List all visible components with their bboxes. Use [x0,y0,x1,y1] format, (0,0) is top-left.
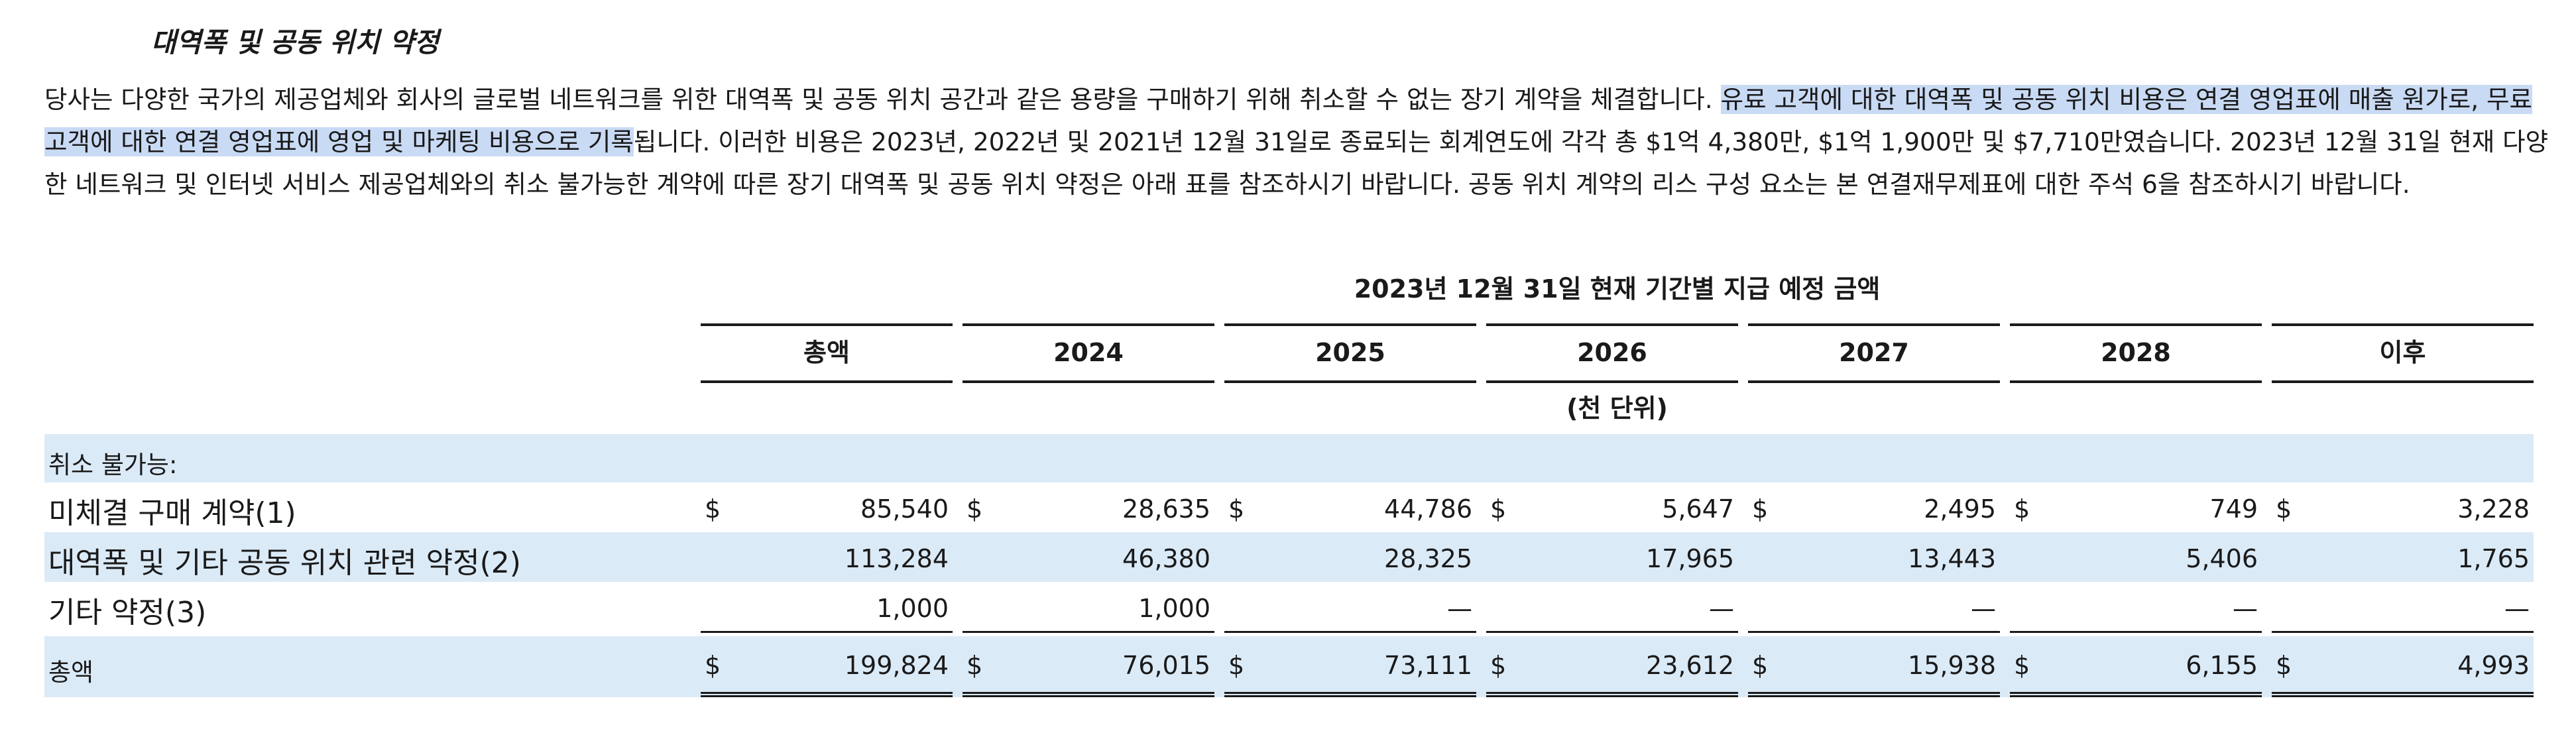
cell-value: — [1709,594,1734,623]
table-cell: — [1486,582,1738,633]
cell-value: 28,635 [1122,494,1210,524]
cell-value: 5,406 [2186,544,2258,573]
table-cell: 28,325 [1224,532,1476,582]
col-header-2027: 2027 [1748,323,2000,383]
currency-symbol: $ [1228,494,1245,524]
currency-symbol: $ [2276,494,2292,524]
table-cell: — [2272,582,2534,633]
unit-note: (천 단위) [1566,394,1668,423]
cell-value: — [2233,594,2258,623]
total-row: 총액 $199,824 $76,015 $73,111 $23,612 $15,… [44,636,2534,697]
col-header-2025: 2025 [1224,323,1476,383]
section-title: 대역폭 및 공동 위치 약정 [151,27,439,58]
table-cell: 113,284 [701,532,953,582]
col-header-2028: 2028 [2010,323,2262,383]
cell-value: 6,155 [2186,651,2258,680]
cell-value: — [2504,594,2530,623]
col-header-2024: 2024 [963,323,1214,383]
table-cell: $76,015 [963,636,1214,697]
table-cell: $73,111 [1224,636,1476,697]
cell-value: 17,965 [1646,544,1734,573]
section-label: 취소 불가능: [48,451,178,479]
section-row: 취소 불가능: [44,434,2534,482]
cell-value: 76,015 [1122,651,1210,680]
cell-value: 44,786 [1384,494,1472,524]
col-header-total: 총액 [701,323,953,383]
table-cell: $749 [2010,482,2262,532]
table-cell: 17,965 [1486,532,1738,582]
cell-value: 1,000 [1138,594,1210,623]
cell-value: 15,938 [1908,651,1996,680]
currency-symbol: $ [1752,494,1769,524]
currency-symbol: $ [705,494,721,524]
cell-value: 28,325 [1384,544,1472,573]
table-cell: 1,000 [963,582,1214,633]
cell-value: 1,765 [2457,544,2530,573]
table-cell: $6,155 [2010,636,2262,697]
row-label: 대역폭 및 기타 공동 위치 관련 약정(2) [48,546,521,580]
table-cell: $44,786 [1224,482,1476,532]
row-label: 미체결 구매 계약(1) [48,496,296,530]
cell-value: 4,993 [2457,651,2530,680]
table-cell: — [2010,582,2262,633]
cell-value: 199,824 [844,651,949,680]
table-cell: 1,000 [701,582,953,633]
currency-symbol: $ [966,494,983,524]
cell-value: 73,111 [1384,651,1472,680]
currency-symbol: $ [2276,651,2292,680]
cell-value: 46,380 [1122,544,1210,573]
table-row: 기타 약정(3) 1,000 1,000 — — — — — [44,582,2534,633]
table-row: 미체결 구매 계약(1) $85,540 $28,635 $44,786 $5,… [44,482,2534,532]
currency-symbol: $ [1490,651,1507,680]
table-cell: 13,443 [1748,532,2000,582]
cell-value: 13,443 [1908,544,1996,573]
table-cell: $28,635 [963,482,1214,532]
table-cell: 46,380 [963,532,1214,582]
period-heading: 2023년 12월 31일 현재 기간별 지급 예정 금액 [1354,274,1881,304]
cell-value: 5,647 [1662,494,1734,524]
table-cell: $23,612 [1486,636,1738,697]
table-cell: $199,824 [701,636,953,697]
table-cell: 1,765 [2272,532,2534,582]
cell-value: 2,495 [1924,494,1996,524]
table-cell: $4,993 [2272,636,2534,697]
commitment-paragraph: 당사는 다양한 국가의 제공업체와 회사의 글로벌 네트워크를 위한 대역폭 및… [44,78,2550,205]
currency-symbol: $ [1228,651,1245,680]
currency-symbol: $ [1490,494,1507,524]
cell-value: — [1971,594,1996,623]
table-cell: $2,495 [1748,482,2000,532]
cell-value: 749 [2209,494,2258,524]
cell-value: 3,228 [2457,494,2530,524]
table-cell: $15,938 [1748,636,2000,697]
row-label: 기타 약정(3) [48,596,207,630]
paragraph-text-2: 됩니다. 이러한 비용은 2023년, 2022년 및 2021년 12월 31… [44,127,2549,199]
table-cell: $5,647 [1486,482,1738,532]
table-cell: $3,228 [2272,482,2534,532]
cell-value: 113,284 [844,544,949,573]
currency-symbol: $ [966,651,983,680]
col-header-thereafter: 이후 [2272,323,2534,383]
currency-symbol: $ [1752,651,1769,680]
currency-symbol: $ [2014,494,2030,524]
cell-value: 85,540 [860,494,949,524]
table-cell: — [1748,582,2000,633]
total-label: 총액 [48,658,94,687]
paragraph-text-1: 당사는 다양한 국가의 제공업체와 회사의 글로벌 네트워크를 위한 대역폭 및… [44,85,1721,114]
cell-value: — [1447,594,1472,623]
currency-symbol: $ [705,651,721,680]
cell-value: 23,612 [1646,651,1734,680]
cell-value: 1,000 [876,594,949,623]
currency-symbol: $ [2014,651,2030,680]
table-cell: 5,406 [2010,532,2262,582]
col-header-2026: 2026 [1486,323,1738,383]
table-cell: $85,540 [701,482,953,532]
table-cell: — [1224,582,1476,633]
table-row: 대역폭 및 기타 공동 위치 관련 약정(2) 113,284 46,380 2… [44,532,2534,582]
